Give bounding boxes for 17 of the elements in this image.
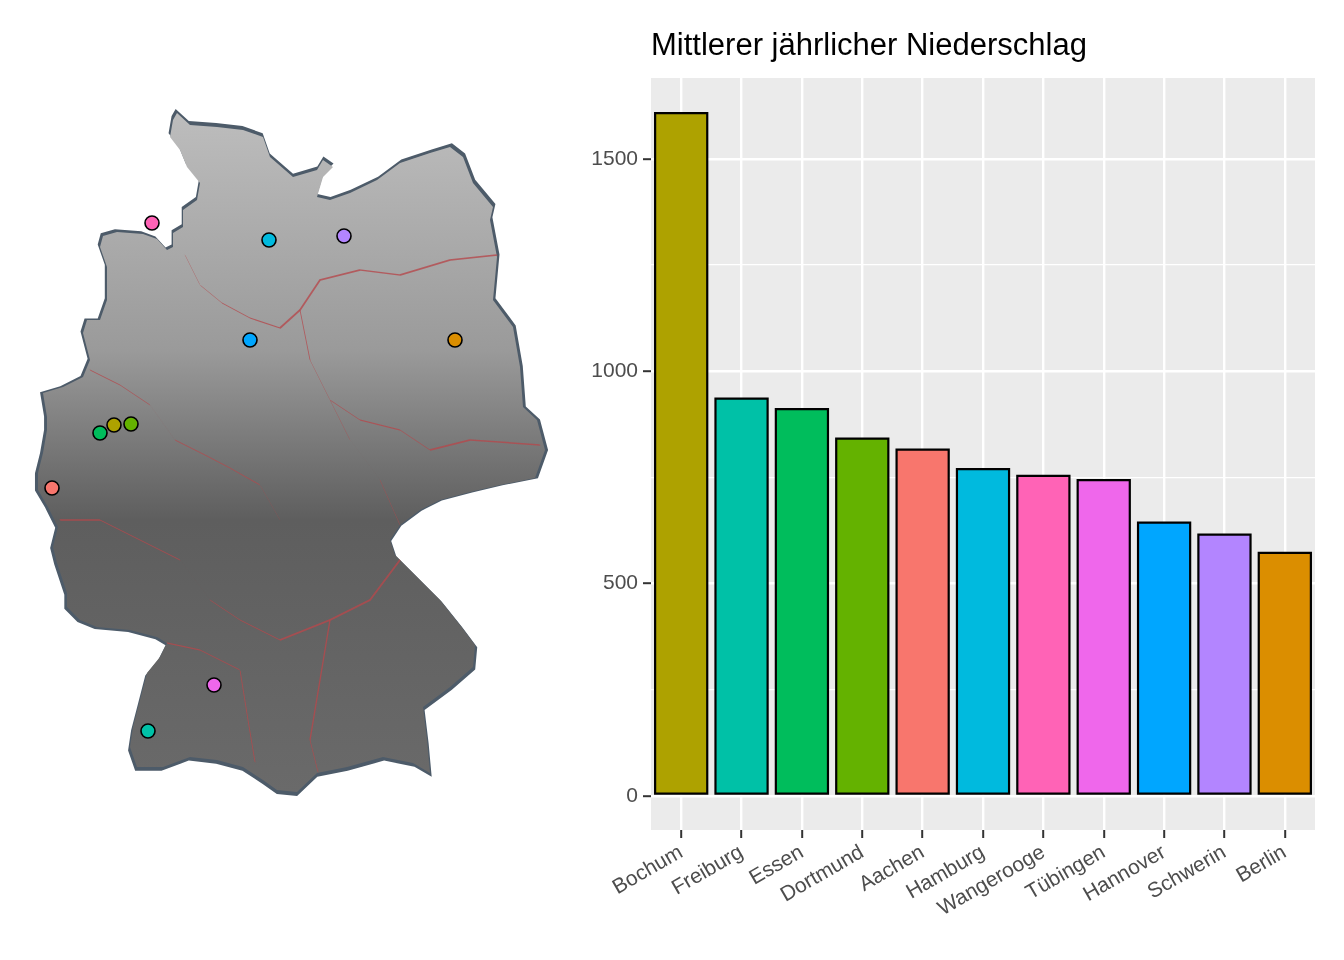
chart-title: Mittlerer jährlicher Niederschlag xyxy=(651,27,1087,62)
bar xyxy=(895,448,950,795)
y-tick-label: 500 xyxy=(602,570,638,594)
bar xyxy=(1076,479,1131,795)
bar xyxy=(714,397,769,795)
bar xyxy=(1197,533,1252,795)
bar xyxy=(835,437,890,795)
y-tick-label: 0 xyxy=(626,782,638,806)
x-tick-label: Berlin xyxy=(1231,839,1290,887)
bar xyxy=(1016,474,1071,795)
bar xyxy=(774,408,830,795)
bar xyxy=(955,468,1011,795)
bar xyxy=(1257,551,1312,795)
bar xyxy=(1136,521,1192,795)
y-tick-label: 1500 xyxy=(591,145,638,169)
y-tick-label: 1000 xyxy=(591,357,638,381)
bar xyxy=(654,111,709,795)
